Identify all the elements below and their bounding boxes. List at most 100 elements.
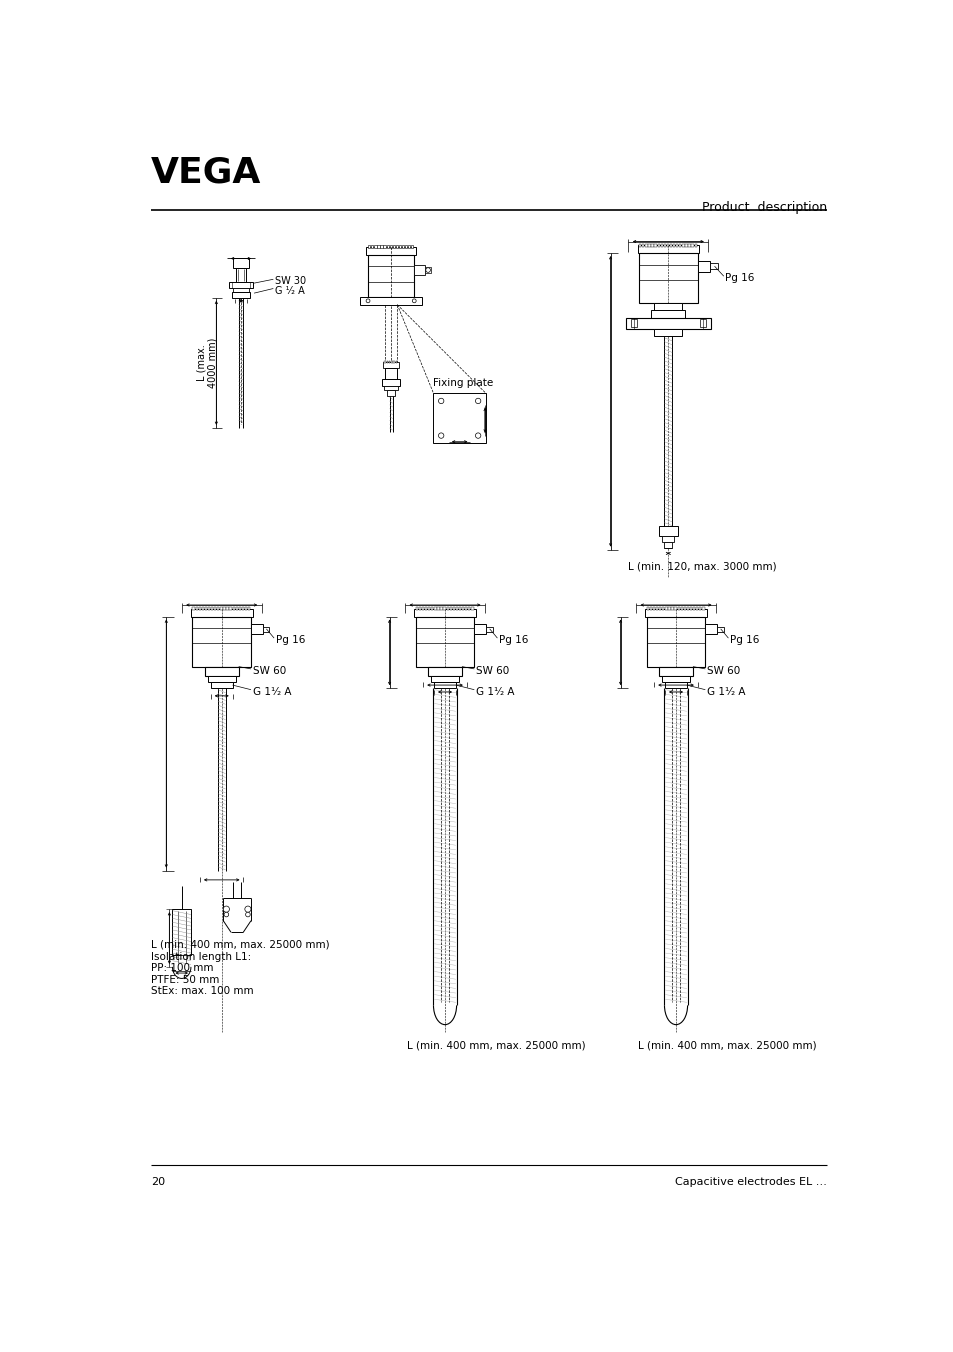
Bar bbox=[398, 246, 400, 249]
Circle shape bbox=[475, 399, 480, 404]
Text: Fixing plate: Fixing plate bbox=[433, 377, 494, 388]
Bar bbox=[659, 667, 692, 676]
Bar bbox=[248, 607, 250, 610]
Bar bbox=[654, 329, 681, 337]
Text: VEGA: VEGA bbox=[151, 155, 261, 189]
Bar bbox=[659, 607, 660, 610]
Bar bbox=[709, 264, 717, 269]
Bar bbox=[661, 535, 674, 542]
Bar bbox=[644, 608, 706, 617]
Bar bbox=[384, 361, 385, 364]
Bar bbox=[692, 607, 695, 610]
Bar bbox=[434, 607, 436, 610]
Bar bbox=[461, 607, 464, 610]
Bar bbox=[384, 385, 397, 391]
Bar bbox=[205, 607, 207, 610]
Bar bbox=[689, 607, 692, 610]
Bar bbox=[646, 607, 648, 610]
Bar bbox=[391, 361, 393, 364]
Bar bbox=[383, 362, 398, 368]
Bar bbox=[659, 526, 677, 535]
Bar bbox=[639, 253, 697, 303]
Bar bbox=[458, 607, 460, 610]
Bar bbox=[360, 297, 421, 304]
Bar bbox=[657, 243, 659, 247]
Bar bbox=[414, 265, 425, 276]
Bar bbox=[440, 607, 442, 610]
Bar bbox=[431, 676, 458, 681]
Bar bbox=[393, 246, 395, 249]
Bar bbox=[651, 310, 684, 318]
Bar bbox=[446, 607, 449, 610]
Bar bbox=[699, 607, 700, 610]
Bar bbox=[416, 607, 417, 610]
Bar bbox=[684, 243, 687, 247]
Bar bbox=[671, 607, 673, 610]
Bar bbox=[193, 607, 194, 610]
Text: Pg 16: Pg 16 bbox=[498, 635, 528, 645]
Bar bbox=[686, 607, 688, 610]
Bar bbox=[652, 607, 655, 610]
Bar bbox=[235, 607, 237, 610]
Bar bbox=[223, 607, 225, 610]
Bar bbox=[389, 246, 392, 249]
Bar bbox=[694, 243, 696, 247]
Text: L (max.
4000 mm): L (max. 4000 mm) bbox=[196, 337, 217, 388]
Bar bbox=[368, 254, 414, 297]
Bar bbox=[229, 607, 232, 610]
Bar bbox=[701, 607, 703, 610]
Bar bbox=[414, 608, 476, 617]
Bar bbox=[421, 607, 424, 610]
Bar bbox=[408, 246, 410, 249]
Bar bbox=[380, 246, 382, 249]
Bar bbox=[220, 607, 222, 610]
Bar bbox=[213, 607, 216, 610]
Text: G 1¹⁄₂ A: G 1¹⁄₂ A bbox=[476, 687, 514, 696]
Bar bbox=[395, 246, 397, 249]
Bar bbox=[368, 246, 370, 249]
Bar bbox=[425, 607, 427, 610]
Bar bbox=[677, 607, 679, 610]
Bar bbox=[217, 607, 219, 610]
Bar bbox=[251, 625, 262, 634]
Text: G 1¹⁄₂ A: G 1¹⁄₂ A bbox=[253, 687, 291, 696]
Bar bbox=[646, 617, 704, 667]
Bar bbox=[453, 607, 455, 610]
Text: G ¹⁄₂ A: G ¹⁄₂ A bbox=[274, 287, 304, 296]
Bar bbox=[625, 318, 710, 329]
Bar bbox=[716, 626, 723, 631]
Bar bbox=[195, 607, 197, 610]
Bar bbox=[669, 243, 672, 247]
Bar bbox=[679, 243, 680, 247]
Text: L (min. 400 mm, max. 25000 mm): L (min. 400 mm, max. 25000 mm) bbox=[637, 1040, 816, 1051]
Bar bbox=[456, 607, 457, 610]
Bar bbox=[485, 626, 493, 631]
Bar bbox=[664, 542, 672, 548]
Bar bbox=[681, 243, 684, 247]
Text: SW 60: SW 60 bbox=[476, 665, 509, 676]
Circle shape bbox=[223, 906, 229, 913]
Bar bbox=[664, 607, 667, 610]
Text: Pg 16: Pg 16 bbox=[724, 273, 754, 283]
Bar bbox=[205, 667, 238, 676]
Bar bbox=[666, 243, 668, 247]
Bar bbox=[443, 607, 445, 610]
Bar bbox=[386, 246, 389, 249]
Bar bbox=[386, 361, 388, 364]
Text: G 1¹⁄₂ A: G 1¹⁄₂ A bbox=[706, 687, 744, 696]
Bar bbox=[193, 617, 251, 667]
Bar bbox=[663, 243, 665, 247]
Bar bbox=[393, 361, 395, 364]
Bar bbox=[630, 319, 636, 327]
Bar bbox=[654, 303, 681, 310]
Bar bbox=[418, 607, 420, 610]
Text: L (min. 400 mm, max. 25000 mm)
Isolation length L1:
PP: 100 mm
PTFE: 50 mm
StEx:: L (min. 400 mm, max. 25000 mm) Isolation… bbox=[151, 940, 329, 996]
Bar bbox=[468, 607, 470, 610]
Bar bbox=[233, 288, 249, 292]
Bar bbox=[679, 607, 682, 610]
Text: L (min. 400 mm, max. 25000 mm): L (min. 400 mm, max. 25000 mm) bbox=[406, 1040, 584, 1051]
Bar bbox=[366, 247, 416, 254]
Bar bbox=[235, 268, 246, 281]
Bar bbox=[241, 607, 244, 610]
Bar bbox=[639, 243, 640, 247]
